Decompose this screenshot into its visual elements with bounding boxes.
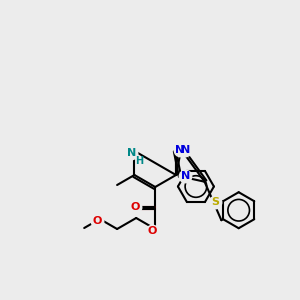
Text: O: O	[92, 216, 101, 226]
Text: N: N	[127, 148, 136, 158]
Text: H: H	[135, 156, 143, 166]
Text: N: N	[181, 170, 190, 181]
Text: N: N	[181, 146, 190, 155]
Text: S: S	[212, 197, 219, 207]
Text: O: O	[148, 226, 157, 236]
Text: O: O	[130, 202, 140, 212]
Text: N: N	[176, 145, 184, 155]
